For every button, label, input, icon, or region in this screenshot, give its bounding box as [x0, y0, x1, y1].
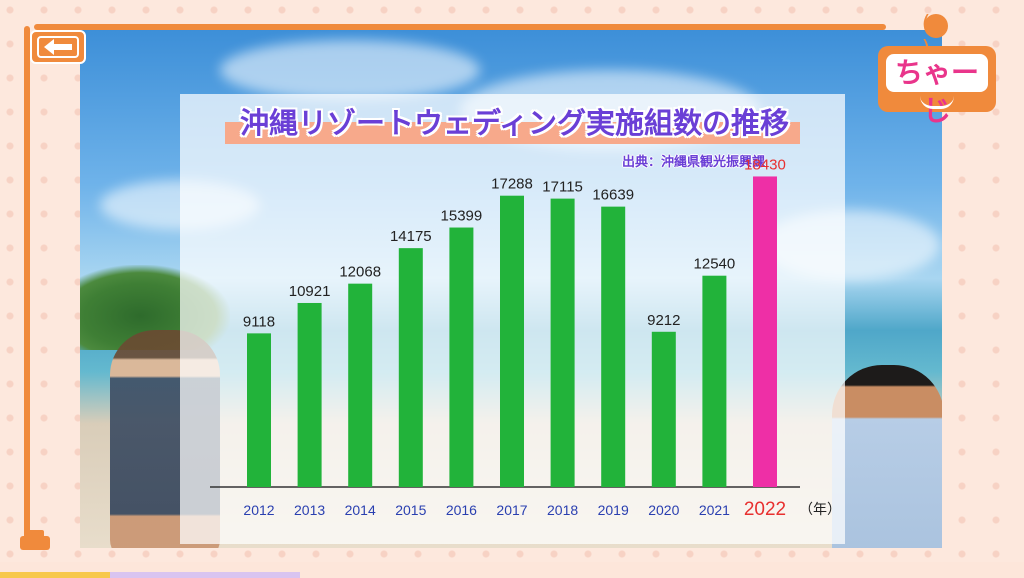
bar-2014: [348, 283, 373, 487]
x-axis-unit: （年）: [799, 502, 841, 518]
bar-2017: [500, 195, 524, 487]
bar-2020: [651, 331, 676, 487]
data-label-2019: 16639: [592, 187, 634, 204]
x-tick-2018: 2018: [547, 502, 578, 518]
data-label-2020: 9212: [647, 312, 680, 329]
back-button[interactable]: [30, 30, 86, 64]
bar-2012: [247, 333, 271, 487]
cable-decoration: [34, 24, 886, 30]
data-label-2018: 17115: [542, 179, 583, 196]
bar-2016: [449, 227, 474, 487]
data-label-2021: 12540: [694, 256, 736, 273]
bar-2018: [550, 198, 575, 487]
data-label-2014: 12068: [339, 264, 381, 281]
x-tick-2017: 2017: [496, 502, 527, 518]
groom-figure: [832, 365, 942, 548]
x-tick-2016: 2016: [446, 502, 477, 518]
x-tick-2012: 2012: [243, 502, 274, 518]
x-tick-2020: 2020: [648, 502, 679, 518]
x-tick-2022: 2022: [744, 499, 786, 520]
x-tick-2019: 2019: [598, 502, 629, 518]
charge-logo: ( ) ちゃーじ: [876, 12, 1000, 127]
bar-2015: [398, 248, 423, 487]
chart-source: 出典：沖縄県観光振興課: [622, 155, 766, 170]
data-label-2016: 15399: [441, 208, 483, 225]
back-arrow-icon: [37, 36, 79, 58]
bar-2019: [601, 206, 626, 487]
x-tick-2013: 2013: [294, 502, 325, 518]
data-label-2017: 17288: [491, 176, 533, 193]
bar-2013: [297, 302, 322, 487]
x-tick-2021: 2021: [699, 502, 730, 518]
data-label-2012: 9118: [243, 313, 275, 330]
bar-2022: [753, 176, 777, 487]
data-label-2013: 10921: [289, 283, 331, 300]
title-highlight: [225, 122, 800, 144]
logo-text: ちゃーじ: [886, 54, 988, 127]
x-tick-2014: 2014: [345, 502, 376, 518]
antenna-icon: [924, 14, 948, 38]
data-label-2015: 14175: [390, 228, 432, 245]
x-tick-2015: 2015: [395, 502, 426, 518]
data-label-2022: 18430: [744, 156, 786, 173]
chart-title: 沖縄リゾートウェディング実施組数の推移: [240, 106, 789, 140]
plug-icon: [20, 536, 50, 550]
bar-2021: [702, 275, 727, 487]
